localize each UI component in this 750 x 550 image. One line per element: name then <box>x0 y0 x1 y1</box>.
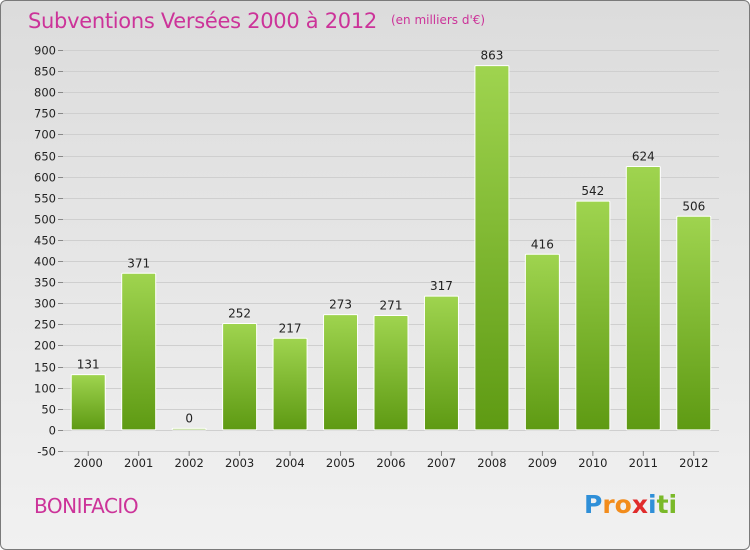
y-tick-label: 150 <box>34 361 56 375</box>
data-label: 0 <box>185 411 193 425</box>
bar <box>70 374 106 431</box>
bar <box>222 323 258 431</box>
data-label: 624 <box>632 150 655 164</box>
y-tick-label: -50 <box>37 445 56 459</box>
x-tick-label: 2010 <box>578 456 607 470</box>
logo-letter: r <box>602 490 615 519</box>
bar <box>373 315 409 431</box>
x-tick-label: 2001 <box>124 456 153 470</box>
y-tick-label: 300 <box>34 297 56 311</box>
data-labels: 131 371 0 252 217 273 271 317 863 416 542 624 506 <box>77 49 705 426</box>
x-tick-label: 2004 <box>275 456 304 470</box>
data-label: 217 <box>279 321 302 335</box>
bar <box>625 166 661 431</box>
bars <box>70 65 712 431</box>
logo-letter: i <box>648 490 657 519</box>
commune-name: BONIFACIO <box>34 494 139 518</box>
y-tick-label: 750 <box>34 107 56 121</box>
title-row: Subventions Versées 2000 à 2012 (en milli… <box>28 9 485 33</box>
x-tick-label: 2008 <box>477 456 506 470</box>
data-label: 131 <box>77 358 100 372</box>
x-tick-label: 2003 <box>225 456 254 470</box>
y-tick-label: 250 <box>34 318 56 332</box>
y-tick-label: 850 <box>34 65 56 79</box>
bar <box>272 337 308 431</box>
x-tick-label: 2005 <box>326 456 355 470</box>
bar <box>474 65 510 431</box>
y-tick-label: 0 <box>49 424 56 438</box>
data-label: 273 <box>329 298 352 312</box>
chart-subtitle: (en milliers d'€) <box>390 13 486 27</box>
y-tick-label: 600 <box>34 171 56 185</box>
y-tick-label: 550 <box>34 192 56 206</box>
x-tick-label: 2006 <box>376 456 405 470</box>
y-tick-label: 50 <box>41 403 56 417</box>
data-label: 317 <box>430 279 453 293</box>
logo-letter: t <box>656 490 669 519</box>
x-tick-label: 2012 <box>679 456 708 470</box>
x-tick-label: 2000 <box>74 456 103 470</box>
bar <box>575 200 611 431</box>
data-label: 371 <box>127 256 150 270</box>
y-tick-label: 800 <box>34 86 56 100</box>
logo-letter: x <box>631 490 648 519</box>
y-tick-label: 400 <box>34 255 56 269</box>
y-tick-label: 700 <box>34 128 56 142</box>
data-label: 252 <box>228 307 251 321</box>
bar <box>171 427 207 431</box>
y-tick-label: 500 <box>34 213 56 227</box>
y-tick-label: 350 <box>34 276 56 290</box>
y-tick-label: 900 <box>34 44 56 58</box>
data-label: 863 <box>480 49 503 63</box>
bar <box>423 295 459 431</box>
chart-title: Subventions Versées 2000 à 2012 <box>28 9 377 33</box>
data-label: 506 <box>682 199 705 213</box>
proxiti-logo: Proxiti <box>584 490 677 519</box>
bar <box>323 314 359 431</box>
x-axis-ticks: 2000 2001 2002 2003 2004 2005 2006 2007 2008 2009… <box>74 451 708 470</box>
y-tick-label: 100 <box>34 382 56 396</box>
y-tick-label: 650 <box>34 150 56 164</box>
bar <box>121 272 157 431</box>
x-tick-label: 2007 <box>427 456 456 470</box>
logo-letter: i <box>668 490 678 519</box>
y-tick-label: 200 <box>34 339 56 353</box>
y-tick-label: 450 <box>34 234 56 248</box>
logo-letter: o <box>614 490 632 519</box>
x-tick-label: 2011 <box>629 456 658 470</box>
data-label: 542 <box>581 184 604 198</box>
data-label: 271 <box>380 299 403 313</box>
y-axis-ticks: -50 0 50 100 150 200 250 300 350 400 450 500 550 600 6… <box>34 44 56 459</box>
bar <box>676 215 712 431</box>
x-tick-label: 2009 <box>528 456 557 470</box>
data-label: 416 <box>531 237 554 251</box>
bar <box>524 253 560 431</box>
logo-letter: P <box>584 490 603 519</box>
x-tick-label: 2002 <box>175 456 204 470</box>
